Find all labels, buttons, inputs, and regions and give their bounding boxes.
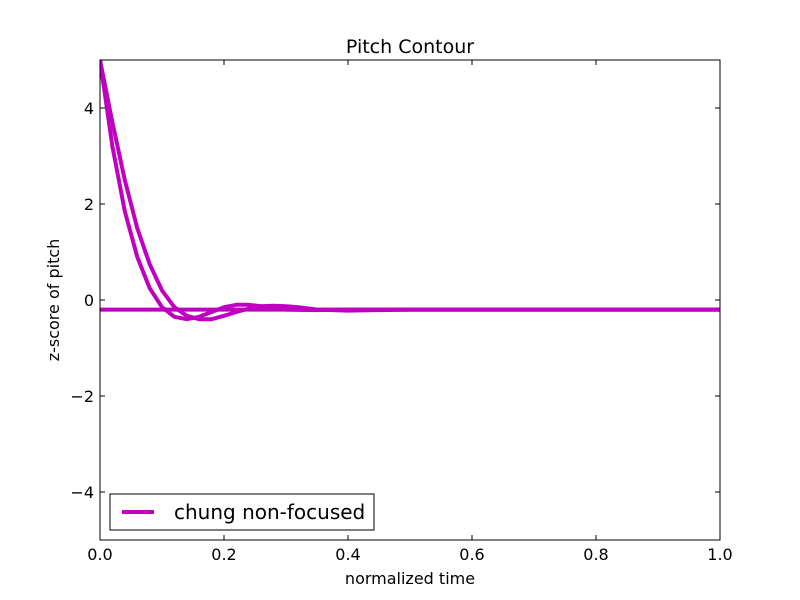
y-axis-ticks: −4 −2 0 2 4 xyxy=(70,99,720,502)
x-axis-label: normalized time xyxy=(345,569,475,588)
x-tick-label: 0.2 xyxy=(211,545,236,564)
plot-frame xyxy=(99,59,721,541)
series-group xyxy=(100,60,720,322)
x-tick-label: 0.4 xyxy=(335,545,360,564)
y-tick-label: −2 xyxy=(70,387,94,406)
series-line-1 xyxy=(100,60,720,322)
x-tick-label: 1.0 xyxy=(707,545,732,564)
x-tick-label: 0.6 xyxy=(459,545,484,564)
chart-title: Pitch Contour xyxy=(346,36,474,58)
y-tick-label: 2 xyxy=(84,195,94,214)
x-tick-label: 0.0 xyxy=(87,545,112,564)
legend: chung non-focused xyxy=(109,493,375,531)
x-tick-label: 0.8 xyxy=(583,545,608,564)
series-line-2 xyxy=(100,60,720,322)
legend-label: chung non-focused xyxy=(174,500,365,524)
y-axis-label: z-score of pitch xyxy=(44,239,63,362)
y-tick-label: −4 xyxy=(70,483,94,502)
y-tick-label: 4 xyxy=(84,99,94,118)
y-tick-label: 0 xyxy=(84,291,94,310)
x-axis-ticks: 0.0 0.2 0.4 0.6 0.8 1.0 xyxy=(87,60,733,564)
